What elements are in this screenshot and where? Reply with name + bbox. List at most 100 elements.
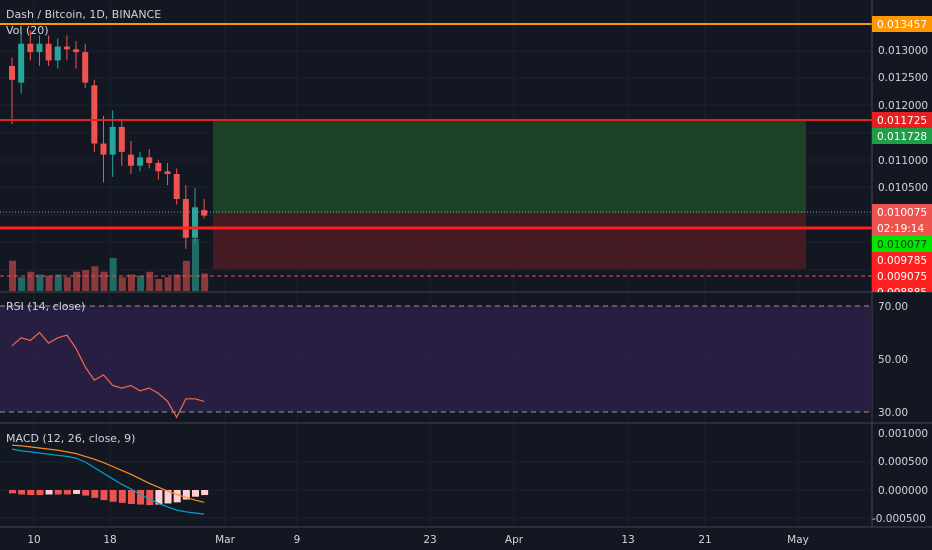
long-position-stop-zone[interactable] xyxy=(213,213,806,269)
candle[interactable] xyxy=(118,118,125,166)
volume-bar xyxy=(201,273,209,291)
candle-body xyxy=(45,43,52,61)
level-c-price: 0.008885 xyxy=(877,287,927,299)
candle-body xyxy=(201,210,208,216)
volume-bar xyxy=(82,270,90,291)
candle-body xyxy=(127,154,134,166)
price-tick: 0.013000 xyxy=(878,45,928,57)
volume-indicator-label[interactable]: Vol (20) xyxy=(6,24,49,37)
orange-line-price: 0.013457 xyxy=(877,19,927,31)
candle-body xyxy=(118,126,125,152)
candle-body xyxy=(63,46,70,50)
time-axis[interactable]: 10 18 Mar 9 23 Apr 13 21 May xyxy=(27,534,809,546)
orange-line-price-tag: 0.013457 xyxy=(872,16,932,32)
candle[interactable] xyxy=(100,115,107,183)
candlesticks[interactable] xyxy=(9,29,208,249)
macd-histogram-bar xyxy=(164,490,172,504)
rsi-tick: 30.00 xyxy=(878,407,908,419)
red-level-price: 0.011725 xyxy=(877,115,927,127)
red-level-price-tag: 0.011725 xyxy=(872,112,932,128)
candle-body xyxy=(100,143,107,155)
bar-countdown: 02:19:14 xyxy=(877,223,924,235)
candle[interactable] xyxy=(155,160,162,180)
candle[interactable] xyxy=(182,185,189,249)
candle[interactable] xyxy=(73,41,80,69)
macd-signal-line xyxy=(11,444,205,503)
candle-body xyxy=(36,43,43,53)
volume-bar xyxy=(73,271,81,291)
macd-line xyxy=(11,448,205,515)
macd-histogram-bar xyxy=(201,490,209,496)
candle[interactable] xyxy=(173,168,180,205)
level-c-price-tag: 0.008885 xyxy=(872,284,932,299)
entry-price: 0.010077 xyxy=(877,239,927,251)
volume-bar xyxy=(146,271,154,291)
volume-bar xyxy=(45,275,53,291)
rsi-band xyxy=(0,306,872,412)
macd-tick: 0.000000 xyxy=(878,485,928,497)
price-tick: 0.010500 xyxy=(878,182,928,194)
candle[interactable] xyxy=(27,29,34,61)
candle[interactable] xyxy=(127,140,134,175)
volume-bar xyxy=(109,258,117,291)
candle[interactable] xyxy=(18,32,25,94)
macd-tick: -0.000500 xyxy=(872,513,926,525)
last-price: 0.010075 xyxy=(877,207,927,219)
volume-bar xyxy=(192,238,199,291)
volume-bar xyxy=(155,278,163,291)
macd-tick: 0.000500 xyxy=(878,456,928,468)
macd-histogram-bar xyxy=(18,490,26,495)
rsi-indicator-label[interactable]: RSI (14, close) xyxy=(6,300,85,313)
volume-bar xyxy=(182,260,190,291)
candle[interactable] xyxy=(201,198,208,219)
price-tick: 0.012500 xyxy=(878,72,928,84)
macd-histogram-bar xyxy=(36,490,44,496)
long-position-target-zone[interactable] xyxy=(213,120,806,213)
candle-body xyxy=(109,126,116,155)
candle-body xyxy=(155,162,162,172)
time-axis-label: 10 xyxy=(27,534,40,546)
candle[interactable] xyxy=(36,35,43,66)
macd-indicator-label[interactable]: MACD (12, 26, close, 9) xyxy=(6,432,135,445)
candle[interactable] xyxy=(45,35,52,66)
rsi-tick: 50.00 xyxy=(878,354,908,366)
candle[interactable] xyxy=(82,43,89,89)
candle[interactable] xyxy=(54,38,61,69)
volume-bar xyxy=(63,277,71,291)
candle[interactable] xyxy=(63,35,70,61)
rsi-line xyxy=(11,331,205,419)
volume-bar xyxy=(137,275,145,291)
volume-bar xyxy=(36,274,44,291)
candle-body xyxy=(173,174,180,199)
volume-bar xyxy=(118,277,126,291)
time-axis-label: 13 xyxy=(621,534,634,546)
candle-body xyxy=(27,43,34,53)
time-axis-label: 18 xyxy=(103,534,116,546)
level-a-price: 0.009785 xyxy=(877,255,927,267)
volume-bar xyxy=(91,266,99,291)
macd-histogram-bar xyxy=(100,490,108,501)
candle-body xyxy=(192,207,198,238)
candle-body xyxy=(164,171,171,175)
level-b-price-tag: 0.009075 xyxy=(872,268,932,284)
entry-price-tag: 0.010077 xyxy=(872,236,932,252)
target-price-tag: 0.011728 xyxy=(872,128,932,144)
macd-histogram-bar xyxy=(173,490,181,503)
symbol-title[interactable]: Dash / Bitcoin, 1D, BINANCE xyxy=(6,8,161,21)
candle[interactable] xyxy=(9,57,15,125)
candle[interactable] xyxy=(164,162,171,186)
volume-bar xyxy=(18,277,26,291)
candle[interactable] xyxy=(109,110,116,177)
volume-bar xyxy=(27,271,35,291)
candle[interactable] xyxy=(146,149,153,169)
candle[interactable] xyxy=(137,151,144,172)
candle-body xyxy=(137,157,144,166)
volume-bars xyxy=(9,238,209,291)
level-b-price: 0.009075 xyxy=(877,271,927,283)
candle-body xyxy=(91,85,98,144)
macd-histogram-bar xyxy=(109,490,117,502)
time-axis-label: Apr xyxy=(505,534,524,546)
candle[interactable] xyxy=(91,79,98,152)
candle[interactable] xyxy=(192,187,198,244)
